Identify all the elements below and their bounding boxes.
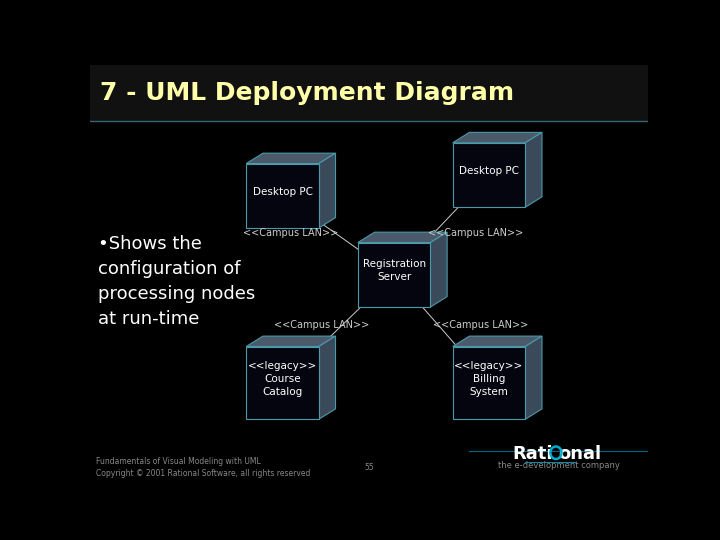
Polygon shape [246, 336, 336, 347]
Text: onal: onal [559, 444, 602, 463]
Polygon shape [319, 336, 336, 419]
Text: Fundamentals of Visual Modeling with UML
Copyright © 2001 Rational Software, all: Fundamentals of Visual Modeling with UML… [96, 456, 310, 478]
Text: <<Campus LAN>>: <<Campus LAN>> [243, 228, 338, 238]
Text: Registration
Server: Registration Server [363, 259, 426, 282]
FancyBboxPatch shape [358, 242, 431, 307]
Text: •Shows the
configuration of
processing nodes
at run-time: •Shows the configuration of processing n… [99, 234, 256, 328]
Text: 55: 55 [364, 463, 374, 472]
Text: 7 - UML Deployment Diagram: 7 - UML Deployment Diagram [100, 81, 514, 105]
Polygon shape [526, 132, 542, 207]
FancyBboxPatch shape [453, 143, 526, 207]
FancyBboxPatch shape [246, 347, 319, 419]
Polygon shape [358, 232, 447, 242]
Text: <<legacy>>
Billing
System: <<legacy>> Billing System [454, 361, 523, 397]
Text: the e-development company: the e-development company [498, 461, 620, 470]
Text: <<Campus LAN>>: <<Campus LAN>> [433, 320, 528, 330]
Polygon shape [526, 336, 542, 419]
FancyBboxPatch shape [90, 65, 648, 121]
Text: Rati: Rati [513, 444, 553, 463]
FancyBboxPatch shape [453, 347, 526, 419]
Polygon shape [453, 132, 542, 143]
Polygon shape [246, 153, 336, 164]
Text: Desktop PC: Desktop PC [459, 166, 519, 176]
Text: <<Campus LAN>>: <<Campus LAN>> [428, 228, 523, 238]
FancyBboxPatch shape [246, 164, 319, 228]
Text: <<Campus LAN>>: <<Campus LAN>> [274, 320, 369, 330]
Text: <<legacy>>
Course
Catalog: <<legacy>> Course Catalog [248, 361, 317, 397]
Polygon shape [319, 153, 336, 228]
Polygon shape [431, 232, 447, 307]
Polygon shape [453, 336, 542, 347]
Text: Desktop PC: Desktop PC [253, 187, 312, 197]
